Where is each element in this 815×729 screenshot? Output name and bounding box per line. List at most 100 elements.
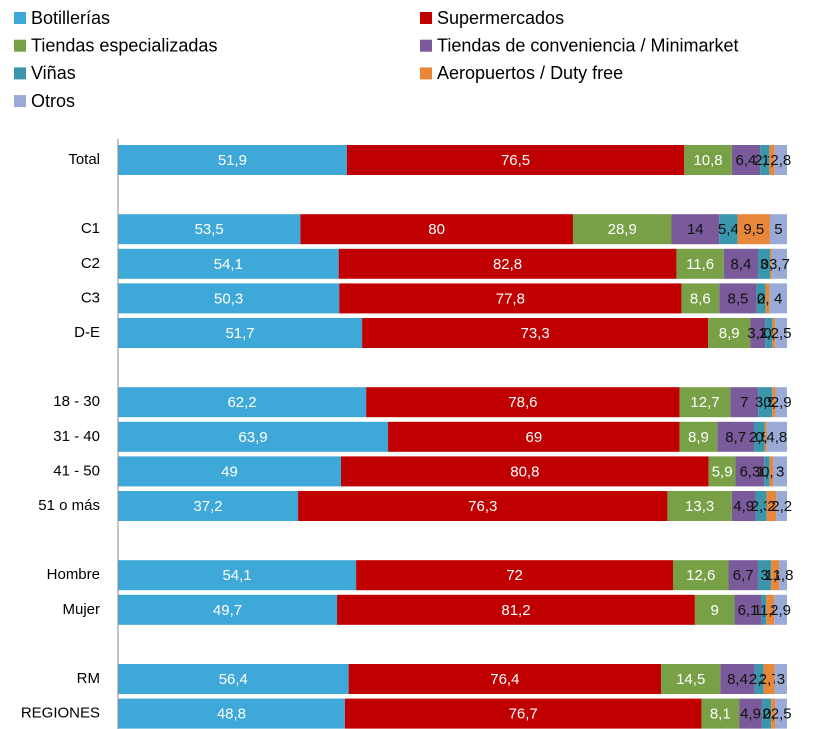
category-label: 31 - 40 (53, 428, 100, 445)
category-label: RM (77, 670, 100, 687)
bar-segment (754, 664, 764, 694)
bar-segment (766, 421, 787, 452)
category-label: 51 o más (38, 497, 100, 514)
value-label: 8,4 (727, 671, 748, 688)
value-label: 3 (760, 567, 768, 584)
bar-segment (708, 456, 736, 487)
value-label: 76,5 (501, 152, 530, 169)
bar-segment (338, 248, 677, 279)
value-label: 2,3 (751, 498, 772, 515)
bar-segment (694, 594, 735, 625)
bar-segment (739, 698, 762, 729)
legend-swatch (14, 67, 26, 80)
bar-segment (337, 594, 695, 625)
value-label: 5 (774, 221, 782, 238)
category-label: D-E (74, 324, 100, 341)
category-label: 41 - 50 (53, 462, 100, 479)
value-label: 2,9 (771, 394, 792, 411)
legend-label: Supermercados (437, 8, 564, 28)
value-label: 4 (774, 290, 782, 307)
value-label: 72 (506, 567, 523, 584)
bar-segment (773, 456, 787, 487)
bar-segment (118, 318, 363, 348)
bar-segment (764, 456, 770, 487)
bar-segment (118, 560, 357, 591)
legend-swatch (14, 12, 26, 24)
bar-segment (118, 145, 347, 175)
bar-segment (757, 560, 772, 591)
value-label: 4,9 (733, 498, 754, 515)
value-label: 49,7 (213, 602, 242, 619)
value-label: 56,4 (219, 671, 248, 688)
bar-segment (776, 491, 787, 521)
value-label: 2,2 (771, 498, 792, 515)
value-label: 8,4 (730, 256, 751, 273)
bar-segment (667, 491, 732, 521)
value-label: 82,8 (493, 256, 522, 273)
bar-segment (756, 283, 766, 314)
bar-segment (772, 318, 776, 348)
value-label: 5,4 (718, 221, 739, 238)
legend-label: Tiendas de conveniencia / Minimarket (437, 35, 738, 55)
bar-segment (681, 283, 720, 314)
bar-segment (770, 248, 772, 279)
value-label: 2 (757, 290, 765, 307)
value-label: 28,9 (608, 221, 637, 238)
value-label: 6,3 (739, 463, 760, 480)
bar-segment (717, 421, 755, 452)
legend-swatch (420, 12, 432, 24)
value-label: 14 (687, 221, 704, 238)
value-label: 8,7 (725, 429, 746, 446)
legend-label: Otros (31, 91, 75, 111)
value-label: 80,8 (510, 463, 539, 480)
category-label: Hombre (47, 566, 100, 583)
bar-segment (769, 214, 787, 245)
bar-segment (758, 387, 773, 418)
bar-segment (348, 664, 662, 694)
bar-segment (701, 698, 740, 729)
bar-segment (771, 698, 776, 729)
value-label: 76,3 (468, 498, 497, 515)
value-label: 63,9 (238, 429, 267, 446)
value-label: 12,6 (686, 567, 715, 584)
value-label: 3,2 (747, 325, 768, 342)
bar-segment (679, 421, 718, 452)
bar-segment (765, 283, 770, 314)
bar-segment (356, 560, 674, 591)
value-label: 8,1 (710, 706, 731, 723)
value-label: 14,5 (676, 671, 705, 688)
bar-segment (754, 421, 765, 452)
value-label: 8,9 (719, 325, 740, 342)
bar-segment (779, 560, 787, 591)
bar-segment (775, 387, 787, 418)
bar-segment (728, 560, 758, 591)
bar-segment (341, 456, 709, 487)
bar-segment (118, 248, 339, 279)
bar-segment (339, 283, 682, 314)
value-label: 78,6 (508, 394, 537, 411)
value-label: 2,8 (770, 152, 791, 169)
bar-segment (774, 594, 787, 625)
bar-segment (118, 698, 345, 729)
legend-label: Tiendas especializadas (31, 35, 217, 55)
value-label: 50,3 (214, 290, 243, 307)
bar-segment (118, 664, 349, 694)
bar-segment (362, 318, 709, 348)
bar-segment (775, 318, 787, 348)
value-label: 8,9 (688, 429, 709, 446)
value-label: 13,3 (685, 498, 714, 515)
bar-segment (771, 248, 787, 279)
bar-segment (758, 248, 771, 279)
value-label: 48,8 (217, 706, 246, 723)
bar-segment (735, 456, 765, 487)
value-label: 76,4 (490, 671, 519, 688)
value-label: 54,1 (222, 567, 251, 584)
value-label: 3 (776, 463, 784, 480)
legend-swatch (420, 67, 432, 80)
value-label: 2,5 (771, 325, 792, 342)
bar-segment (737, 214, 770, 245)
value-label: 3,5 (755, 394, 776, 411)
bar-segment (300, 214, 573, 245)
bar-segment (765, 318, 773, 348)
legend-swatch (14, 39, 26, 52)
